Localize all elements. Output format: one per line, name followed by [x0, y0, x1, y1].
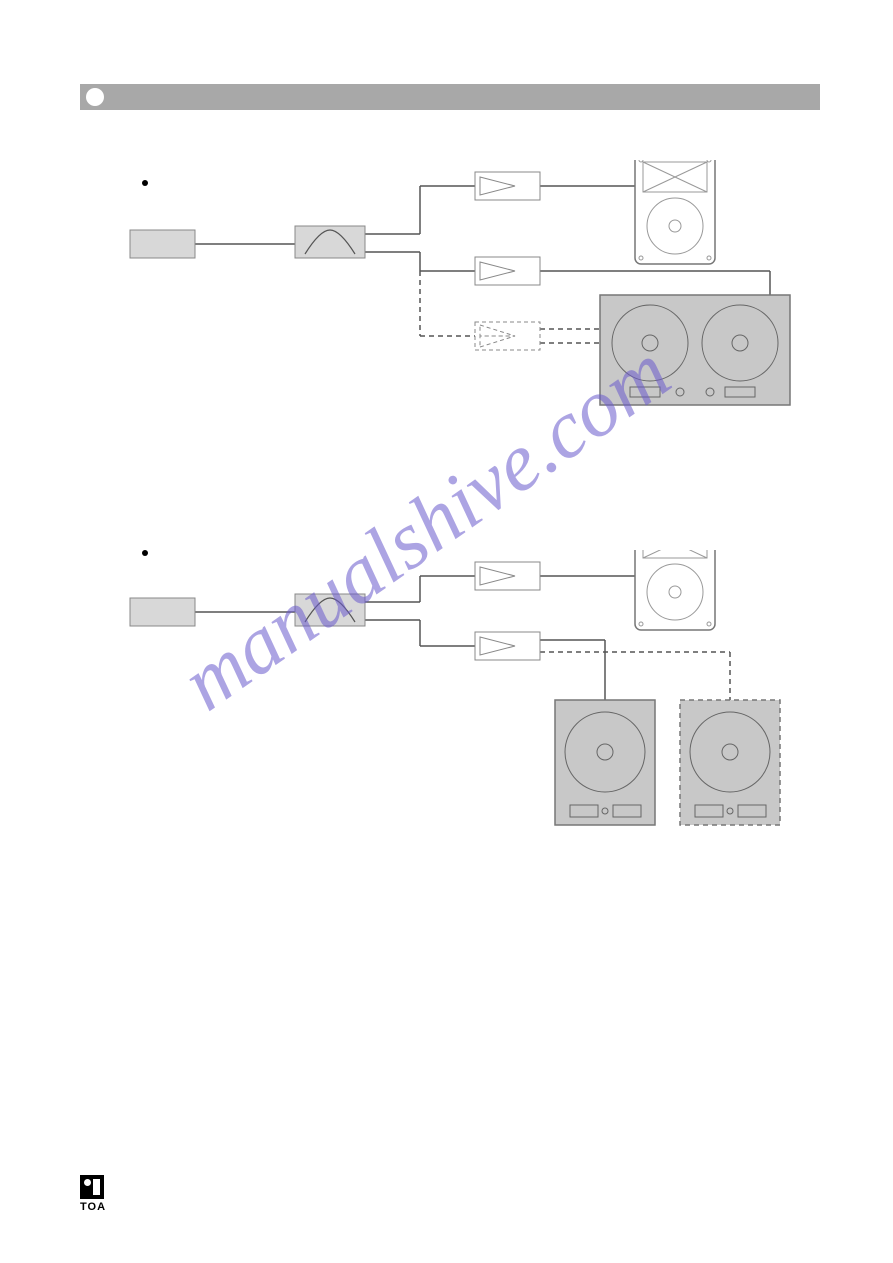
diagram-1 — [80, 160, 820, 460]
footer-logo: TOA — [80, 1175, 106, 1213]
fullrange-speaker-icon — [635, 550, 715, 630]
toa-logo-icon — [80, 1175, 104, 1199]
logo-text: TOA — [80, 1201, 106, 1213]
single-subwoofer-icon — [555, 700, 655, 825]
page: manualshive.com TOA — [0, 0, 893, 1263]
diagram-2 — [80, 550, 820, 890]
single-subwoofer-icon — [680, 700, 780, 825]
dual-subwoofer-icon — [600, 295, 790, 405]
diagram-1-svg — [80, 160, 820, 460]
header-bar — [80, 84, 820, 110]
diagram-2-svg — [80, 550, 820, 890]
fullrange-speaker-icon — [635, 160, 715, 264]
header-circle-icon — [86, 88, 104, 106]
